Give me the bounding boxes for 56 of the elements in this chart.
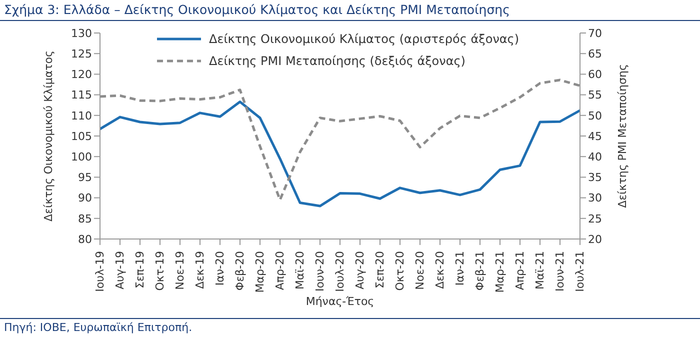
line-series (98, 100, 582, 208)
x-tick-label: Μαρ-21 (494, 251, 506, 293)
legend-label: Δείκτης PMI Μεταποίησης (δεξιός άξονας) (209, 53, 466, 70)
y-axis-title: Δείκτης Οικονομικού Κλίματος (42, 50, 55, 222)
x-tick-label: Μαϊ-20 (294, 251, 306, 290)
chart-title: Σχήμα 3: Ελλάδα – Δείκτης Οικονομικού Κλίματος και Δείκτης PMI Μεταποίησης (0, 0, 700, 21)
y2-tick-label: 35 (588, 171, 602, 184)
x-tick-label: Απρ-20 (274, 251, 286, 290)
x-tick-label: Ιουν-20 (314, 251, 326, 292)
x-tick-label: Σεπ-20 (374, 251, 386, 288)
y2-tick-label: 30 (588, 192, 602, 205)
legend-label: Δείκτης Οικονομικού Κλίματος (αριστερός άξονας) (209, 31, 520, 48)
y-tick-label: 120 (71, 68, 92, 82)
y2-tick-label: 60 (588, 68, 602, 82)
x-tick-label: Αυγ-20 (354, 251, 366, 290)
y-tick-label: 80 (78, 232, 92, 246)
y2-tick-label: 20 (588, 232, 602, 246)
y2-tick-label: 50 (588, 109, 602, 122)
x-tick-label: Δεκ-19 (194, 251, 206, 289)
x-tick-label: Ιουλ-19 (94, 251, 106, 292)
x-tick-label: Νοε-19 (174, 251, 186, 290)
x-tick-label: Φεβ-20 (234, 251, 246, 291)
y2-tick-label: 40 (588, 150, 602, 164)
y-tick-label: 105 (71, 130, 92, 143)
x-axis-title: Μήνας-Έτος (306, 295, 374, 308)
y-tick-label: 125 (71, 48, 92, 61)
x-tick-label: Μαρ-20 (254, 251, 266, 293)
y2-tick-label: 70 (588, 26, 602, 40)
x-tick-label: Φεβ-21 (474, 251, 486, 291)
x-tick-label: Αυγ-19 (114, 251, 126, 290)
y-tick-label: 95 (78, 171, 92, 184)
x-tick-label: Σεπ-19 (134, 251, 146, 288)
x-tick-label: Οκτ-20 (394, 251, 406, 291)
x-tick-label: Ιαν-21 (454, 251, 466, 286)
x-tick-label: Απρ-21 (514, 251, 526, 290)
x-tick-label: Μαϊ-21 (534, 251, 546, 290)
text: Πηγή: ΙΟΒΕ, Ευρωπαϊκή Επιτροπή. (4, 321, 192, 334)
y2-tick-label: 25 (588, 212, 602, 226)
y2-tick-label: 55 (588, 88, 602, 102)
y-tick-label: 90 (78, 192, 92, 205)
x-tick-label: Ιουλ-20 (334, 251, 346, 292)
y-tick-label: 110 (71, 109, 92, 122)
y-tick-label: 100 (71, 150, 92, 164)
x-tick-label: Ιουν-21 (554, 251, 566, 292)
y2-tick-label: 45 (588, 130, 602, 143)
line-series (98, 78, 582, 202)
x-tick-label: Ιαν-20 (214, 251, 226, 286)
y-tick-label: 115 (71, 88, 92, 102)
y2-tick-label: 65 (588, 48, 602, 61)
x-tick-label: Ιουλ-21 (574, 251, 586, 292)
x-tick-label: Δεκ-20 (434, 251, 446, 289)
y-tick-label: 130 (71, 26, 92, 40)
x-tick-label: Οκτ-19 (154, 251, 166, 291)
x-tick-label: Νοε-20 (414, 251, 426, 290)
y2-axis-title: Δείκτης PMI Μεταποίησης (616, 64, 629, 208)
y-tick-label: 85 (78, 212, 92, 226)
